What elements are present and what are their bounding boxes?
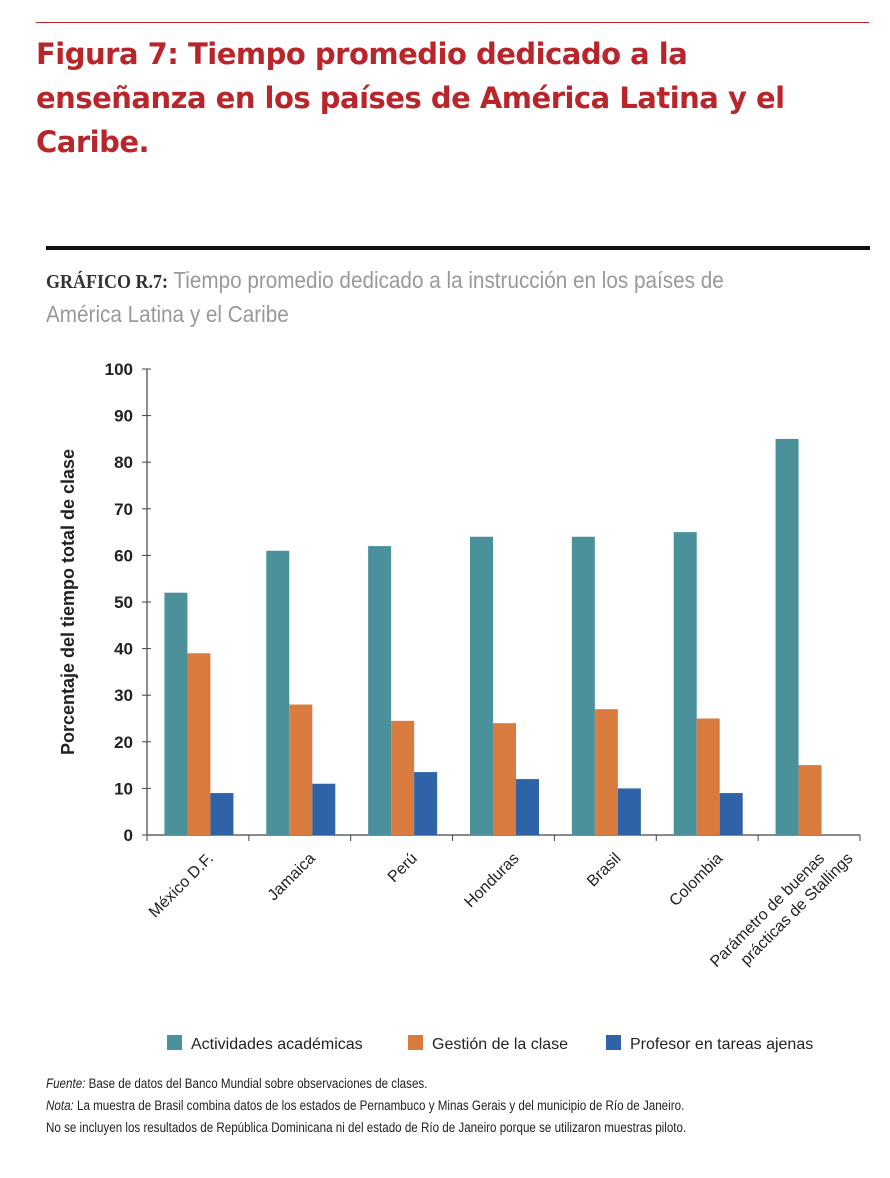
legend-swatch — [408, 1035, 423, 1050]
y-axis-label: Porcentaje del tiempo total de clase — [58, 449, 78, 755]
bar — [210, 793, 234, 835]
top-rule — [36, 22, 869, 23]
bar — [391, 720, 415, 835]
bar — [470, 536, 493, 835]
note-label: Nota: — [46, 1098, 74, 1113]
bar — [719, 793, 743, 835]
note-line-2: No se incluyen los resultados de Repúbli… — [46, 1120, 687, 1135]
bar — [266, 550, 290, 835]
legend-label: Gestión de la clase — [432, 1036, 568, 1053]
bar — [164, 592, 188, 835]
bar — [775, 438, 799, 835]
bar — [594, 709, 618, 835]
bar — [312, 783, 336, 835]
bar — [187, 653, 211, 835]
y-tick-label: 10 — [114, 779, 133, 798]
bar — [798, 765, 822, 835]
bar — [571, 536, 595, 835]
source-line: Fuente: Base de datos del Banco Mundial … — [46, 1073, 820, 1095]
figure-title: Figura 7: Tiempo promedio dedicado a la … — [36, 37, 785, 159]
x-tick-label: Honduras — [461, 850, 522, 911]
source-label: Fuente: — [46, 1076, 86, 1091]
chart-heading: GRÁFICO R.7: Tiempo promedio dedicado a … — [46, 264, 766, 330]
y-tick-label: 40 — [114, 640, 133, 659]
y-tick-label: 80 — [114, 453, 133, 472]
chart-notes: Fuente: Base de datos del Banco Mundial … — [46, 1073, 820, 1139]
x-tick-label: Parámetro de buenasprácticas de Stalling… — [707, 836, 856, 985]
bar — [289, 704, 313, 835]
source-text: Base de datos del Banco Mundial sobre ob… — [85, 1076, 428, 1091]
legend-swatch — [167, 1035, 182, 1050]
note-line: Nota: La muestra de Brasil combina datos… — [46, 1095, 820, 1117]
legend-label: Actividades académicas — [191, 1036, 363, 1053]
legend-label: Profesor en tareas ajenas — [630, 1036, 813, 1053]
x-tick-label: Colombia — [666, 850, 726, 910]
chart-top-rule — [46, 246, 870, 250]
bar — [673, 532, 697, 835]
x-tick-label: Perú — [385, 850, 421, 886]
y-tick-label: 60 — [114, 546, 133, 565]
y-tick-label: 100 — [105, 360, 133, 379]
x-tick-label: Brasil — [584, 850, 624, 890]
y-tick-label: 0 — [124, 826, 133, 845]
bar — [696, 718, 720, 835]
x-tick-label: Jamaica — [265, 850, 319, 904]
y-tick-label: 70 — [114, 500, 133, 519]
legend-swatch — [606, 1035, 621, 1050]
y-tick-label: 90 — [114, 407, 133, 426]
y-tick-label: 30 — [114, 686, 133, 705]
bar — [493, 723, 516, 835]
bar — [368, 546, 392, 835]
y-tick-label: 50 — [114, 593, 133, 612]
bar — [414, 772, 438, 835]
chart-code: GRÁFICO R.7: — [46, 271, 168, 293]
x-tick-label: México D.F. — [146, 850, 217, 921]
chart-title: Tiempo promedio dedicado a la instrucció… — [46, 267, 724, 327]
note-text: La muestra de Brasil combina datos de lo… — [73, 1098, 685, 1113]
bar — [617, 788, 641, 835]
y-tick-label: 20 — [114, 733, 133, 752]
bar — [516, 779, 539, 835]
